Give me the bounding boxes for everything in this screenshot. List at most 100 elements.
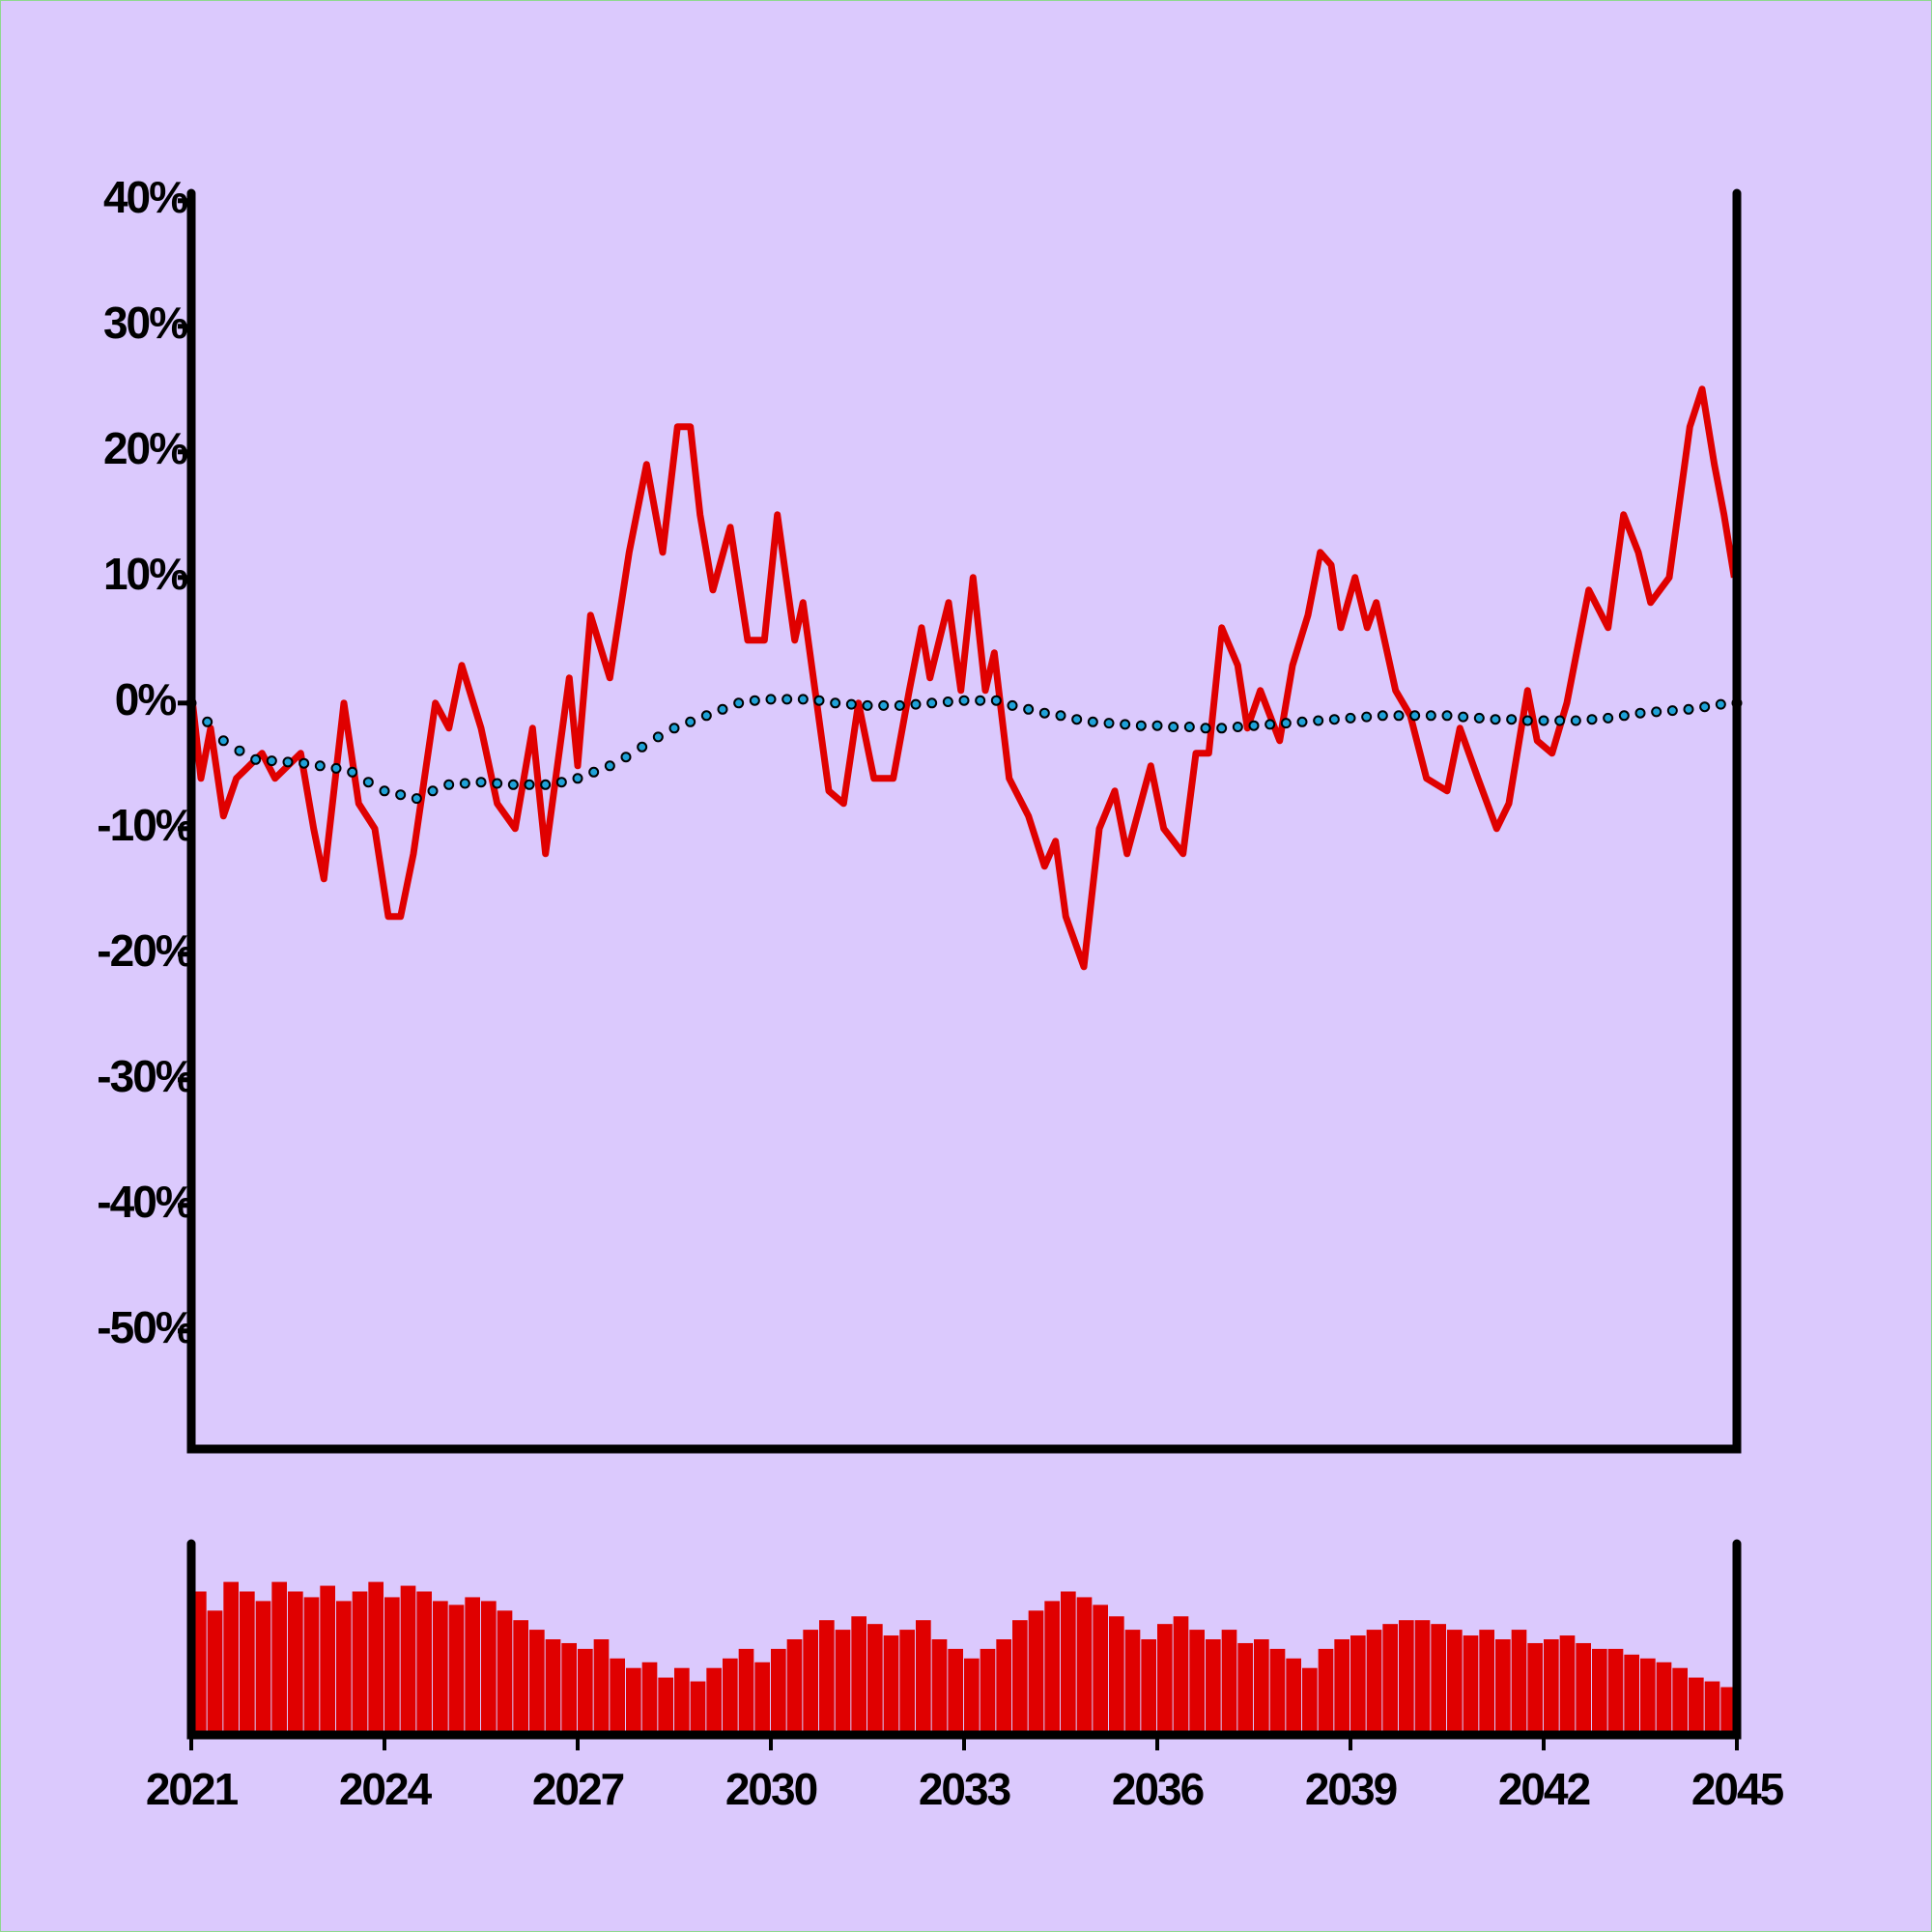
volume-bar <box>1527 1642 1543 1735</box>
volume-bar <box>1399 1620 1414 1735</box>
volume-bar <box>1720 1687 1736 1735</box>
ma-dot <box>1007 699 1018 711</box>
ma-dot <box>1473 712 1485 724</box>
volume-bar <box>851 1616 867 1735</box>
ma-dot <box>1651 706 1662 718</box>
ma-dot <box>1296 716 1308 727</box>
ma-dot <box>1328 714 1340 725</box>
volume-bar <box>529 1630 545 1735</box>
volume-bar <box>1414 1620 1431 1735</box>
ma-dot <box>1699 701 1711 713</box>
ma-dot <box>443 779 455 790</box>
volume-bar <box>1431 1624 1446 1735</box>
ma-dot <box>1634 707 1646 719</box>
ma-dot <box>830 697 841 709</box>
ma-dot <box>362 777 374 788</box>
ma-dot <box>637 741 648 753</box>
ma-dot <box>652 731 664 743</box>
x-tick-label: 2042 <box>1498 1764 1590 1814</box>
volume-bar <box>1237 1642 1253 1735</box>
y-tick-label: 30% <box>103 298 187 348</box>
volume-bar <box>1189 1630 1205 1735</box>
price-line <box>187 385 1738 971</box>
volume-bar <box>1012 1620 1028 1735</box>
volume-bar <box>641 1662 658 1735</box>
ma-dot <box>1554 715 1566 726</box>
volume-bar <box>1254 1639 1269 1735</box>
ma-dot <box>572 773 583 784</box>
volume-bar <box>1221 1630 1237 1735</box>
volume-bar <box>1061 1591 1076 1735</box>
volume-bar <box>1382 1624 1398 1735</box>
y-tick-label: 0% <box>115 674 177 724</box>
ma-dot <box>749 695 760 706</box>
ma-dot <box>878 699 890 711</box>
volume-bar <box>1495 1639 1511 1735</box>
ma-dot <box>862 699 873 711</box>
volume-bar <box>1479 1630 1494 1735</box>
volume-bar <box>1640 1658 1656 1735</box>
ma-dot <box>330 762 342 774</box>
x-tick-label: 2021 <box>146 1764 239 1814</box>
volume-bar <box>271 1581 287 1735</box>
volume-bar <box>658 1677 673 1735</box>
x-tick-label: 2024 <box>339 1764 433 1814</box>
volume-bar <box>368 1581 384 1735</box>
volume-bar <box>916 1620 931 1735</box>
volume-bar <box>448 1605 465 1735</box>
x-tick-label: 2027 <box>532 1764 624 1814</box>
ma-dot <box>1313 715 1324 726</box>
volume-bar <box>899 1630 915 1735</box>
volume-bar <box>706 1667 722 1735</box>
volume-bar <box>819 1620 835 1735</box>
volume-bar <box>352 1591 368 1735</box>
ma-dot <box>555 777 567 788</box>
ma-dot <box>620 752 632 763</box>
volume-bar <box>1286 1658 1301 1735</box>
ma-dot <box>1232 722 1243 732</box>
volume-bar <box>513 1620 528 1735</box>
ma-dot <box>1151 720 1163 731</box>
y-tick-label: -40% <box>97 1177 193 1227</box>
x-tick-label: 2036 <box>1112 1764 1204 1814</box>
volume-bar <box>771 1648 786 1735</box>
ma-dot <box>492 778 503 789</box>
ma-dot <box>1490 714 1501 725</box>
volume-bar <box>255 1601 271 1735</box>
volume-bar <box>207 1610 223 1735</box>
ma-dot <box>845 698 857 710</box>
volume-bar <box>240 1591 255 1735</box>
volume-bar <box>1124 1630 1141 1735</box>
ma-dot <box>1506 714 1518 725</box>
ma-dot <box>894 699 905 711</box>
ma-dot <box>1200 723 1211 734</box>
ma-dot <box>1538 715 1549 726</box>
volume-bar <box>1318 1648 1334 1735</box>
volume-bar <box>400 1585 416 1735</box>
volume-bar <box>1109 1616 1124 1735</box>
ma-dot <box>1120 719 1131 730</box>
volume-bar <box>964 1658 980 1735</box>
volume-bar <box>1576 1642 1591 1735</box>
volume-bar <box>996 1639 1011 1735</box>
ma-dot <box>1168 722 1179 732</box>
volume-bar <box>384 1597 400 1735</box>
ma-dot <box>1683 703 1694 715</box>
y-tick-label: 20% <box>103 423 187 473</box>
ma-dot <box>411 793 422 805</box>
volume-bar <box>1463 1635 1479 1735</box>
volume-bar <box>1350 1635 1366 1735</box>
ma-dot <box>588 766 600 778</box>
axis-frame <box>186 188 1742 1454</box>
ma-dot <box>314 760 326 772</box>
y-tick-label: -30% <box>97 1051 193 1101</box>
volume-bar <box>610 1658 625 1735</box>
ma-dot <box>1586 714 1598 725</box>
volume-bar <box>626 1667 641 1735</box>
volume-bar <box>578 1648 593 1735</box>
ma-dot <box>459 778 470 789</box>
ma-dot <box>668 723 680 734</box>
volume-bar <box>223 1581 239 1735</box>
ma-dot <box>1409 710 1421 722</box>
ma-dot <box>395 789 407 801</box>
